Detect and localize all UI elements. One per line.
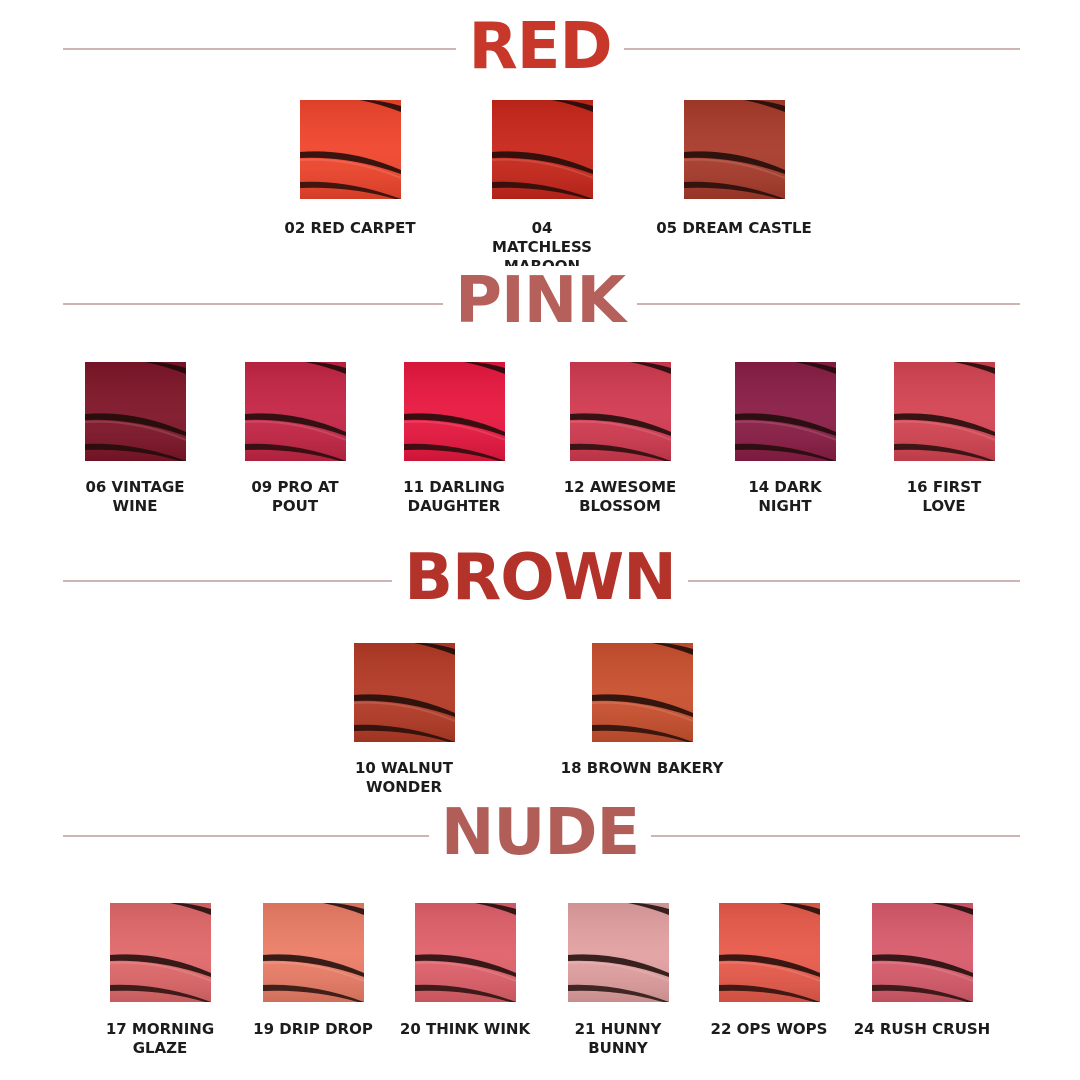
section-title: RED: [456, 12, 624, 82]
shade-label: 21 HUNNY BUNNY: [574, 1020, 662, 1057]
shade-swatch: [263, 903, 364, 1002]
shade-label: 02 RED CARPET: [284, 219, 416, 237]
section-title: NUDE: [428, 798, 652, 868]
shade-swatch: [85, 362, 186, 461]
shade-swatch: [684, 100, 785, 199]
section-title: BROWN: [392, 543, 688, 613]
shade-swatch: [492, 100, 593, 199]
shade-swatch: [735, 362, 836, 461]
shade-label: 11 DARLING DAUGHTER: [403, 478, 505, 515]
shade-swatch: [110, 903, 211, 1002]
shade-label: 09 PRO AT POUT: [251, 478, 339, 515]
section-heading-red: RED: [0, 12, 1080, 82]
shade-swatch: [570, 362, 671, 461]
shade-label: 05 DREAM CASTLE: [656, 219, 812, 237]
shade-label: 14 DARK NIGHT: [748, 478, 822, 515]
shade-swatch: [719, 903, 820, 1002]
shade-label: 18 BROWN BAKERY: [560, 759, 724, 777]
shade-swatch: [354, 643, 455, 742]
shade-label: 10 WALNUT WONDER: [354, 759, 454, 796]
shade-swatch: [404, 362, 505, 461]
shade-swatch: [415, 903, 516, 1002]
shade-label: 19 DRIP DROP: [253, 1020, 373, 1038]
section-heading-nude: NUDE: [0, 798, 1080, 868]
shade-swatch: [592, 643, 693, 742]
section-heading-brown: BROWN: [0, 543, 1080, 613]
shade-label: 12 AWESOME BLOSSOM: [563, 478, 677, 515]
section-heading-pink: PINK: [0, 266, 1080, 336]
shade-swatch: [894, 362, 995, 461]
shade-swatch: [568, 903, 669, 1002]
shade-label: 17 MORNING GLAZE: [105, 1020, 215, 1057]
shade-label: 24 RUSH CRUSH: [853, 1020, 991, 1038]
shade-label: 16 FIRST LOVE: [906, 478, 982, 515]
shade-label: 06 VINTAGE WINE: [85, 478, 185, 515]
section-title: PINK: [443, 266, 637, 336]
shade-label: 20 THINK WINK: [399, 1020, 531, 1038]
shade-swatch: [872, 903, 973, 1002]
shade-swatch: [300, 100, 401, 199]
shade-swatch: [245, 362, 346, 461]
shade-label: 22 OPS WOPS: [710, 1020, 828, 1038]
